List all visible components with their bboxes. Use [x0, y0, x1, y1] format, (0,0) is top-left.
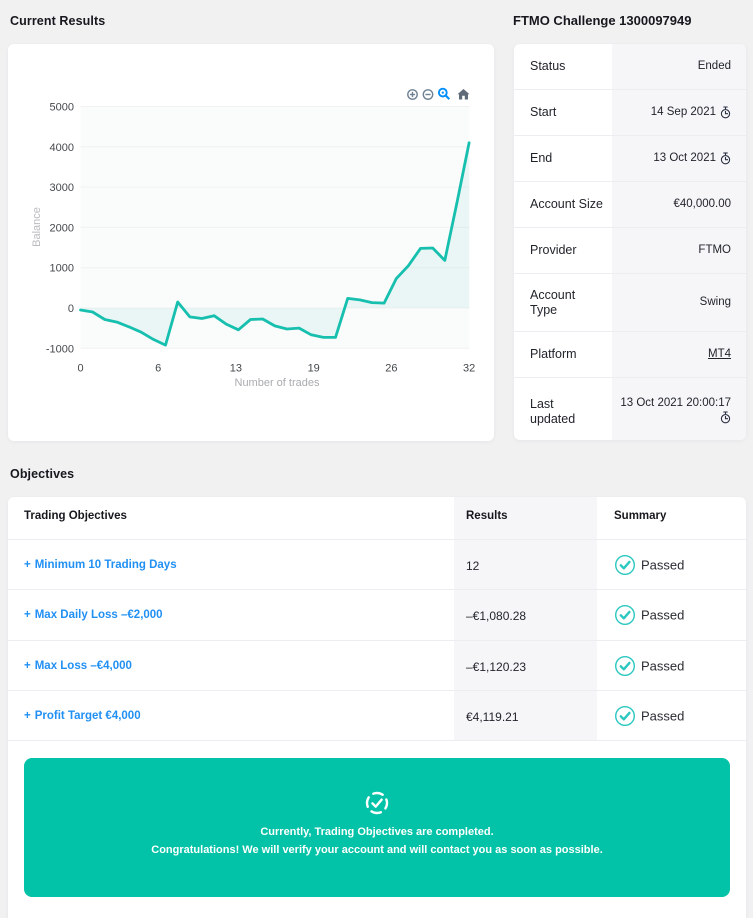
svg-text:Number of trades: Number of trades [235, 377, 320, 389]
svg-text:2000: 2000 [50, 222, 74, 234]
svg-text:Balance: Balance [31, 207, 43, 247]
svg-text:Passed: Passed [641, 558, 684, 573]
svg-text:0: 0 [77, 363, 83, 375]
svg-text:5000: 5000 [50, 102, 74, 114]
svg-text:19: 19 [308, 363, 320, 375]
svg-text:Passed: Passed [641, 659, 684, 674]
svg-text:-1000: -1000 [46, 343, 74, 355]
svg-text:13: 13 [230, 363, 242, 375]
svg-text:32: 32 [463, 363, 475, 375]
svg-text:3000: 3000 [50, 182, 74, 194]
svg-text:Passed: Passed [641, 608, 684, 623]
svg-text:26: 26 [385, 363, 397, 375]
svg-text:Passed: Passed [641, 709, 684, 724]
svg-text:0: 0 [68, 303, 74, 315]
svg-text:1000: 1000 [50, 263, 74, 275]
svg-text:4000: 4000 [50, 142, 74, 154]
svg-text:6: 6 [155, 363, 161, 375]
